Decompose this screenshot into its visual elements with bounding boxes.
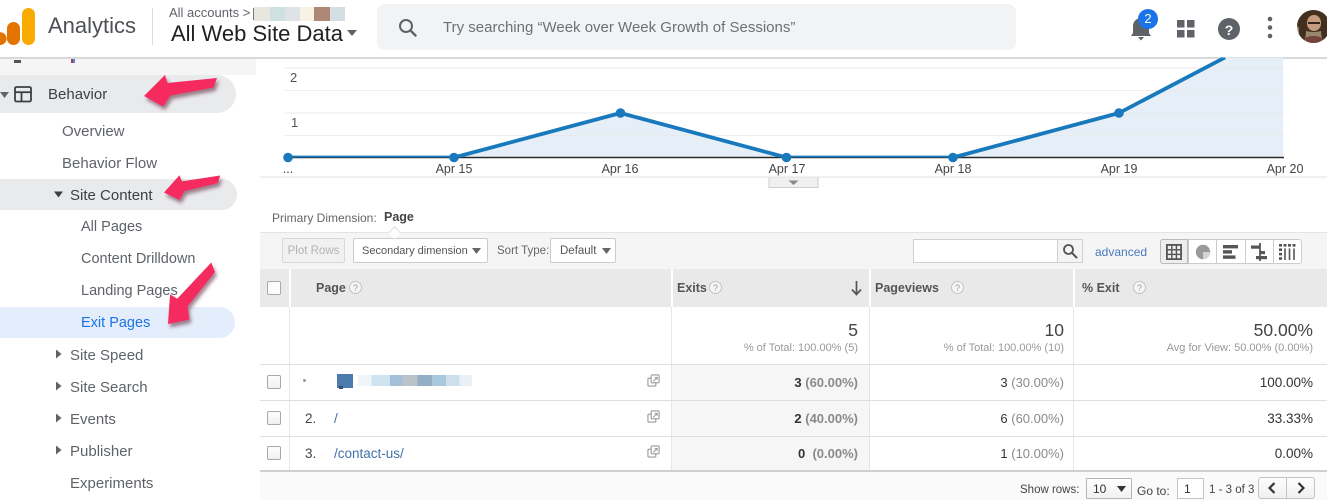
- svg-text:Apr 15: Apr 15: [436, 162, 473, 176]
- svg-text:...: ...: [283, 162, 293, 176]
- svg-text:2: 2: [290, 70, 297, 85]
- svg-text:1: 1: [291, 115, 298, 130]
- svg-text:Apr 17: Apr 17: [769, 162, 806, 176]
- svg-text:Apr 18: Apr 18: [935, 162, 972, 176]
- svg-text:Apr 19: Apr 19: [1101, 162, 1138, 176]
- svg-text:Apr 20: Apr 20: [1267, 162, 1304, 176]
- svg-text:Apr 16: Apr 16: [602, 162, 639, 176]
